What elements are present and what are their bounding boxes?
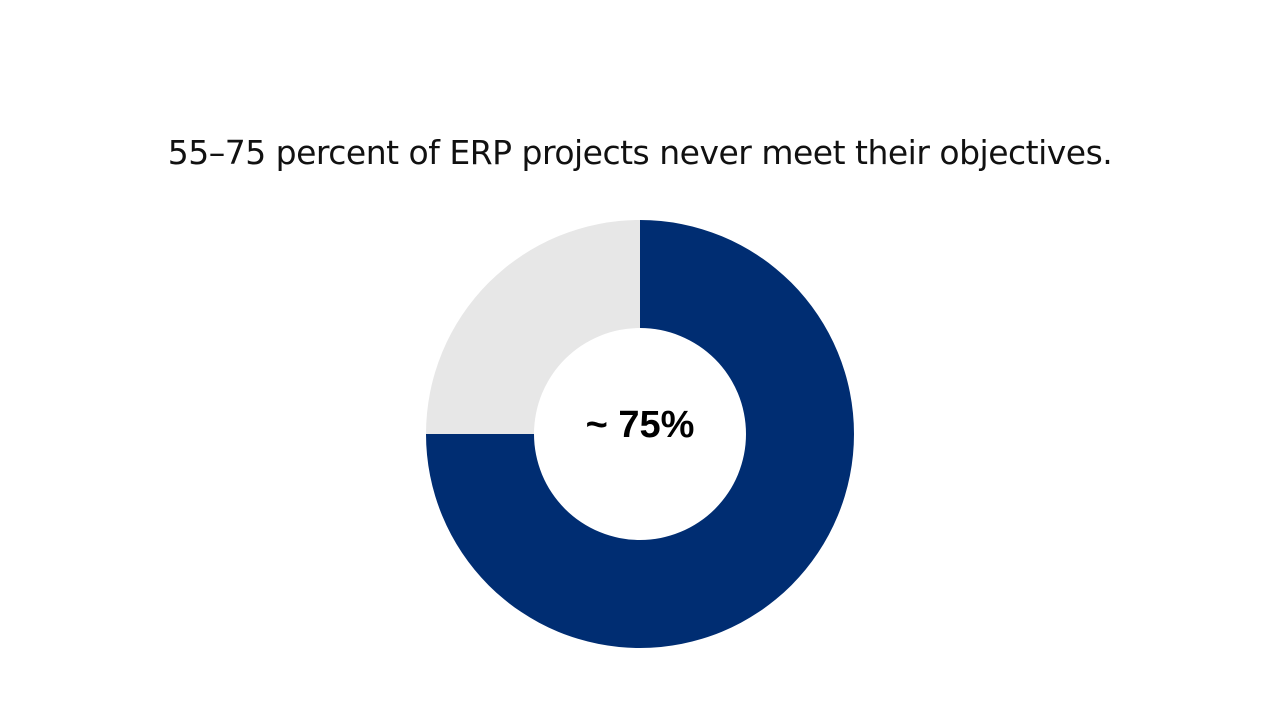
headline: 55–75 percent of ERP projects never meet… bbox=[167, 133, 1113, 172]
donut-slices bbox=[426, 220, 854, 648]
center-label: ~ 75% bbox=[586, 404, 695, 446]
donut-slice-1 bbox=[426, 220, 640, 434]
donut-slice-0 bbox=[426, 220, 854, 648]
